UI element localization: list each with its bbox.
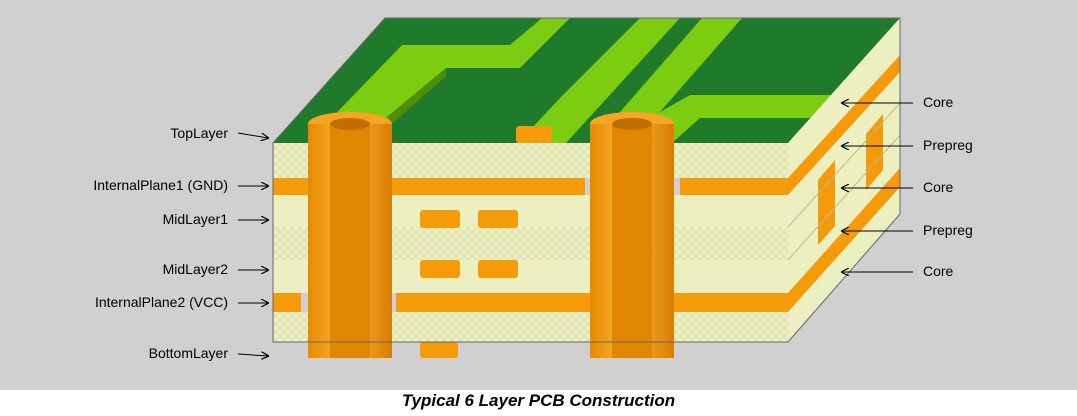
side-face (787, 18, 901, 342)
pcb-layer-diagram: TopLayer InternalPlane1 (GND) MidLayer1 … (0, 0, 1077, 390)
label-prepreg-2: Prepreg (923, 222, 973, 238)
via-left (308, 112, 392, 358)
via-right (590, 112, 674, 358)
label-mid-layer-2: MidLayer2 (163, 261, 229, 277)
label-top-layer: TopLayer (170, 125, 228, 141)
label-internal-plane-1: InternalPlane1 (GND) (93, 177, 228, 193)
label-bottom-layer: BottomLayer (149, 345, 229, 361)
label-mid-layer-1: MidLayer1 (163, 211, 229, 227)
left-labels: TopLayer InternalPlane1 (GND) MidLayer1 … (93, 125, 268, 361)
label-prepreg-1: Prepreg (923, 137, 973, 153)
label-core-3: Core (923, 263, 954, 279)
figure-caption: Typical 6 Layer PCB Construction (401, 391, 676, 410)
label-core-2: Core (923, 179, 954, 195)
label-core-1: Core (923, 94, 954, 110)
label-internal-plane-2: InternalPlane2 (VCC) (95, 294, 228, 310)
right-labels: Core Prepreg Core Prepreg Core (842, 94, 973, 279)
